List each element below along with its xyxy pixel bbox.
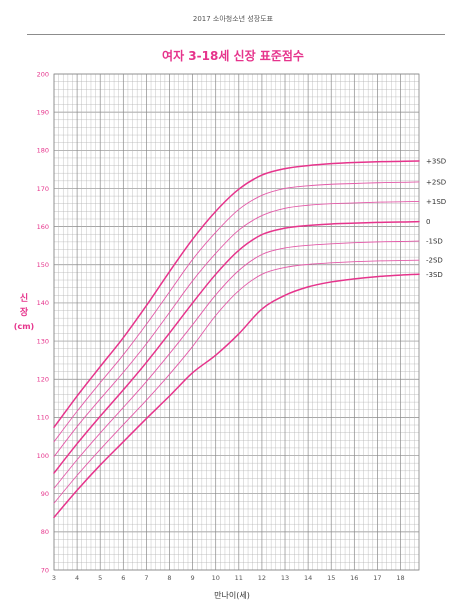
x-tick-label: 16 [350,574,358,582]
x-tick-label: 14 [304,574,312,582]
y-axis-title-line: 장 [20,306,29,318]
y-tick-label: 140 [37,299,49,307]
chart-grid [53,73,420,571]
sd-label: -2SD [426,257,443,265]
series-line [53,220,420,474]
series-line [53,181,420,443]
x-tick-label: 8 [167,574,171,582]
x-tick-label: 18 [396,574,404,582]
y-tick-label: 110 [37,414,49,422]
sd-label: +2SD [426,178,446,186]
y-tick-label: 80 [41,528,49,536]
x-tick-label: 5 [98,574,102,582]
y-tick-label: 150 [37,261,49,269]
y-tick-label: 180 [37,147,49,155]
x-tick-label: 15 [327,574,335,582]
x-tick-label: 4 [75,574,79,582]
sd-labels: +3SD +2SD +1SD 0 -1SD -2SD -3SD [426,157,446,278]
sd-label: +1SD [426,198,446,206]
x-tick-label: 6 [121,574,125,582]
y-axis-title: 신장 (cm) [14,292,34,331]
plot-frame [53,73,420,571]
x-tick-label: 13 [281,574,289,582]
y-tick-label: 90 [41,490,49,498]
sd-label: -3SD [426,271,443,279]
y-tick-label: 120 [37,376,49,384]
y-tick-label: 100 [37,452,49,460]
y-axis-title-line: (cm) [14,322,34,331]
y-axis-title-line: 신 [20,292,28,304]
x-tick-label: 7 [144,574,148,582]
series-line [53,200,420,458]
x-tick-label: 17 [373,574,381,582]
y-tick-label: 160 [37,223,49,231]
x-axis-ticks: 3 4 5 6 7 8 9 10 11 12 13 14 15 16 17 18 [52,574,405,582]
series-line [53,259,420,504]
sd-label: 0 [426,218,430,226]
sd-label: +3SD [426,157,446,165]
y-tick-label: 200 [37,70,49,78]
y-tick-label: 170 [37,185,49,193]
y-tick-label: 70 [41,566,49,574]
x-tick-label: 3 [52,574,56,582]
y-tick-label: 130 [37,337,49,345]
x-axis-title: 만나이(세) [214,590,250,600]
header-divider [27,34,445,35]
y-axis-ticks: 70 80 90 100 110 120 130 140 150 160 170 180 190 200 [37,70,49,574]
x-tick-label: 12 [258,574,266,582]
x-tick-label: 9 [191,574,195,582]
x-tick-label: 10 [212,574,220,582]
sd-curves [53,160,420,519]
x-tick-label: 11 [235,574,243,582]
series-line [53,240,420,489]
sd-label: -1SD [426,238,443,246]
series-line [53,273,420,519]
document-header: 2017 소아청소년 성장도표 [192,15,274,23]
y-tick-label: 190 [37,108,49,116]
series-line [53,160,420,429]
chart-title: 여자 3-18세 신장 표준점수 [162,49,304,63]
